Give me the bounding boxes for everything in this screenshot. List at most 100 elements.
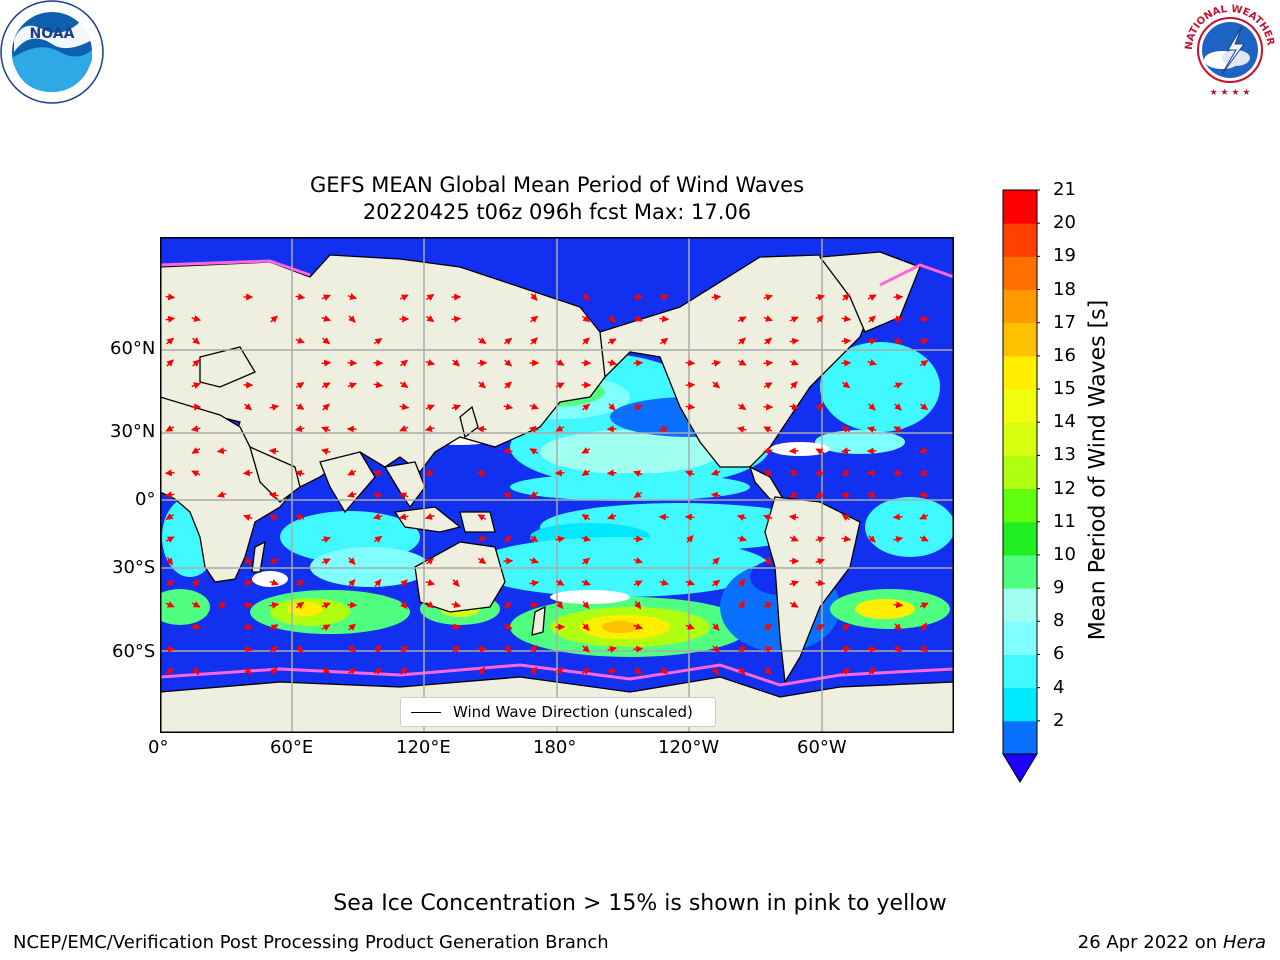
- wave-direction-arrow: [374, 644, 382, 654]
- wave-direction-arrow: [816, 403, 824, 411]
- wave-direction-arrow: [321, 624, 331, 631]
- wave-direction-arrow: [919, 602, 929, 609]
- wave-direction-arrow: [738, 337, 746, 345]
- wave-direction-arrow: [504, 535, 512, 543]
- wave-direction-arrow: [530, 293, 538, 301]
- wave-direction-arrow: [321, 426, 331, 433]
- colorbar-block: [1003, 720, 1037, 755]
- colorbar-tick-label: 16: [1053, 344, 1076, 366]
- wave-direction-arrow: [840, 447, 851, 455]
- wave-direction-arrow: [243, 514, 253, 521]
- wave-direction-arrow: [165, 601, 175, 608]
- wave-direction-arrow: [919, 447, 929, 454]
- wave-direction-arrow: [789, 535, 799, 542]
- map-canvas: [160, 237, 954, 733]
- wave-direction-arrow: [478, 381, 486, 389]
- map-panel: [160, 237, 954, 733]
- wave-direction-arrow: [685, 359, 696, 367]
- wave-direction-arrow: [556, 601, 564, 610]
- wave-direction-arrow: [530, 535, 539, 543]
- wave-direction-arrow: [164, 469, 175, 477]
- wave-direction-arrow: [867, 338, 877, 345]
- colorbar-tick-label: 15: [1053, 378, 1076, 400]
- colorbar-block: [1003, 322, 1037, 357]
- wave-direction-arrow: [712, 666, 720, 676]
- wave-direction-arrow: [295, 293, 306, 301]
- wave-direction-arrow: [841, 425, 851, 433]
- wave-direction-arrow: [451, 315, 462, 323]
- wave-direction-arrow: [868, 667, 876, 675]
- wave-direction-arrow: [503, 623, 513, 630]
- wave-direction-arrow: [633, 557, 643, 564]
- wave-direction-arrow: [555, 382, 565, 389]
- wave-direction-arrow: [374, 579, 382, 587]
- wave-direction-arrow: [893, 315, 904, 323]
- colorbar-block: [1003, 521, 1037, 556]
- wave-direction-arrow: [477, 557, 487, 565]
- wave-direction-arrow: [321, 294, 331, 301]
- wave-direction-arrow: [790, 381, 798, 389]
- wave-direction-arrow: [841, 381, 851, 389]
- wave-direction-arrow: [216, 447, 227, 455]
- wave-direction-arrow: [348, 623, 356, 631]
- wave-direction-arrow: [764, 337, 772, 345]
- sea-ice-note: Sea Ice Concentration > 15% is shown in …: [333, 891, 947, 916]
- wave-direction-arrow: [919, 338, 929, 345]
- wave-direction-arrow: [218, 601, 226, 609]
- colorbar-tick-label: 19: [1053, 245, 1076, 267]
- wave-direction-arrow: [868, 403, 876, 411]
- lon-tick-180: 180°: [533, 737, 577, 758]
- wave-direction-arrow: [815, 294, 826, 301]
- wave-direction-arrow: [841, 513, 851, 521]
- wave-direction-arrow: [763, 426, 773, 433]
- chart-subtitle: 20220425 t06z 096h fcst Max: 17.06: [362, 200, 752, 224]
- colorbar: [1000, 186, 1042, 786]
- wave-direction-arrow: [581, 315, 591, 323]
- lat-tick-30s: 30°S: [112, 557, 156, 578]
- wave-direction-arrow: [425, 293, 435, 301]
- wave-direction-arrow: [582, 601, 590, 609]
- wave-direction-arrow: [504, 359, 512, 367]
- wave-direction-arrow: [347, 293, 357, 300]
- wave-direction-arrow: [477, 536, 487, 543]
- wave-direction-arrow: [737, 403, 747, 411]
- wave-direction-arrow: [684, 513, 695, 521]
- wave-direction-arrow: [555, 359, 565, 366]
- wave-direction-arrow: [893, 426, 903, 433]
- colorbar-tick-label: 20: [1053, 212, 1076, 234]
- colorbar-block: [1003, 488, 1037, 523]
- wave-direction-arrow: [243, 580, 253, 587]
- wave-direction-arrow: [451, 623, 462, 631]
- colorbar-tick-label: 10: [1053, 543, 1076, 565]
- wave-direction-arrow: [659, 579, 670, 586]
- wave-direction-arrow: [347, 667, 357, 675]
- wave-direction-arrow: [608, 403, 616, 411]
- wave-direction-arrow: [815, 536, 825, 543]
- wave-direction-arrow: [738, 667, 746, 676]
- wave-direction-arrow: [737, 359, 747, 366]
- colorbar-block: [1003, 422, 1037, 456]
- wave-direction-arrow: [322, 403, 330, 411]
- wave-direction-arrow: [607, 646, 618, 653]
- wave-direction-arrow: [711, 293, 722, 301]
- wave-direction-arrow: [842, 293, 850, 301]
- colorbar-block: [1003, 256, 1037, 291]
- wave-direction-arrow: [711, 469, 721, 476]
- wave-direction-arrow: [269, 558, 279, 565]
- wave-direction-arrow: [400, 359, 409, 367]
- legend-line-icon: [411, 711, 441, 713]
- wave-direction-arrow: [529, 557, 539, 564]
- wave-direction-arrow: [217, 491, 227, 498]
- wave-direction-arrow: [399, 403, 410, 411]
- wave-direction-arrow: [347, 382, 357, 389]
- wave-direction-arrow: [451, 601, 462, 608]
- wave-direction-arrow: [373, 668, 383, 675]
- wave-direction-arrow: [840, 492, 851, 499]
- colorbar-tick-label: 21: [1053, 179, 1076, 200]
- wave-direction-arrow: [866, 469, 877, 477]
- wave-direction-arrow: [270, 667, 278, 675]
- wave-direction-arrow: [581, 447, 591, 454]
- wave-direction-arrow: [295, 579, 305, 587]
- wave-direction-arrow: [529, 491, 539, 499]
- wave-direction-arrow: [503, 403, 514, 411]
